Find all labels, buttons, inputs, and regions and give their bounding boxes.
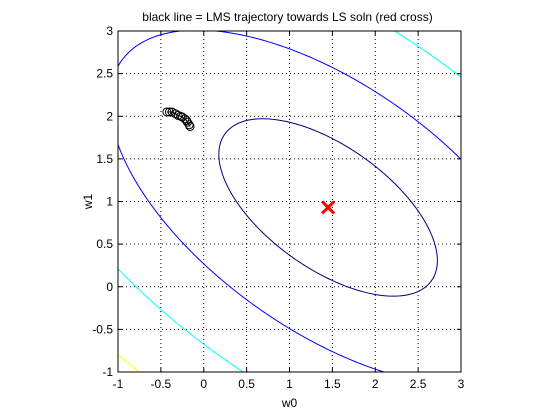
y-tick-labels: -1 -0.5 0 0.5 1 1.5 2 2.5 3	[92, 24, 113, 379]
axis-ticks	[117, 30, 462, 373]
y-tick-label: 2	[106, 109, 113, 123]
x-tick-label: 0	[200, 377, 207, 391]
y-tick-label: 3	[106, 24, 113, 38]
y-tick-label: 0.5	[96, 237, 113, 251]
x-tick-label: -0.5	[151, 377, 172, 391]
trajectory-point	[176, 111, 186, 121]
plot-area	[118, 31, 461, 372]
lms-trajectory	[162, 107, 195, 131]
y-axis-label: w1	[81, 194, 95, 211]
chart-title: black line = LMS trajectory towards LS s…	[142, 10, 432, 24]
x-tick-label: 2.5	[410, 377, 427, 391]
y-tick-label: 1.5	[96, 152, 113, 166]
y-tick-label: 1	[106, 195, 113, 209]
x-tick-label: -1	[113, 377, 124, 391]
contour-line	[118, 31, 461, 372]
trajectory-point	[162, 107, 172, 117]
x-tick-label: 1.5	[324, 377, 341, 391]
x-axis-label: w0	[281, 396, 298, 410]
ls-solution-cross-b	[321, 200, 336, 215]
y-tick-label: 2.5	[96, 67, 113, 81]
y-tick-label: -1	[102, 365, 113, 379]
trajectory-point	[184, 120, 194, 130]
x-tick-label: 1	[286, 377, 293, 391]
x-tick-labels: -1 -0.5 0 0.5 1 1.5 2 2.5 3	[113, 377, 465, 391]
x-tick-label: 2	[372, 377, 379, 391]
trajectory-point	[164, 107, 174, 117]
grid-lines	[118, 31, 461, 372]
x-tick-label: 3	[458, 377, 465, 391]
contour-line	[218, 118, 438, 297]
x-tick-label: 0.5	[238, 377, 255, 391]
trajectory-point	[185, 121, 195, 131]
y-tick-label: -0.5	[92, 322, 113, 336]
ls-solution-marker	[321, 200, 336, 215]
y-tick-label: 0	[106, 280, 113, 294]
